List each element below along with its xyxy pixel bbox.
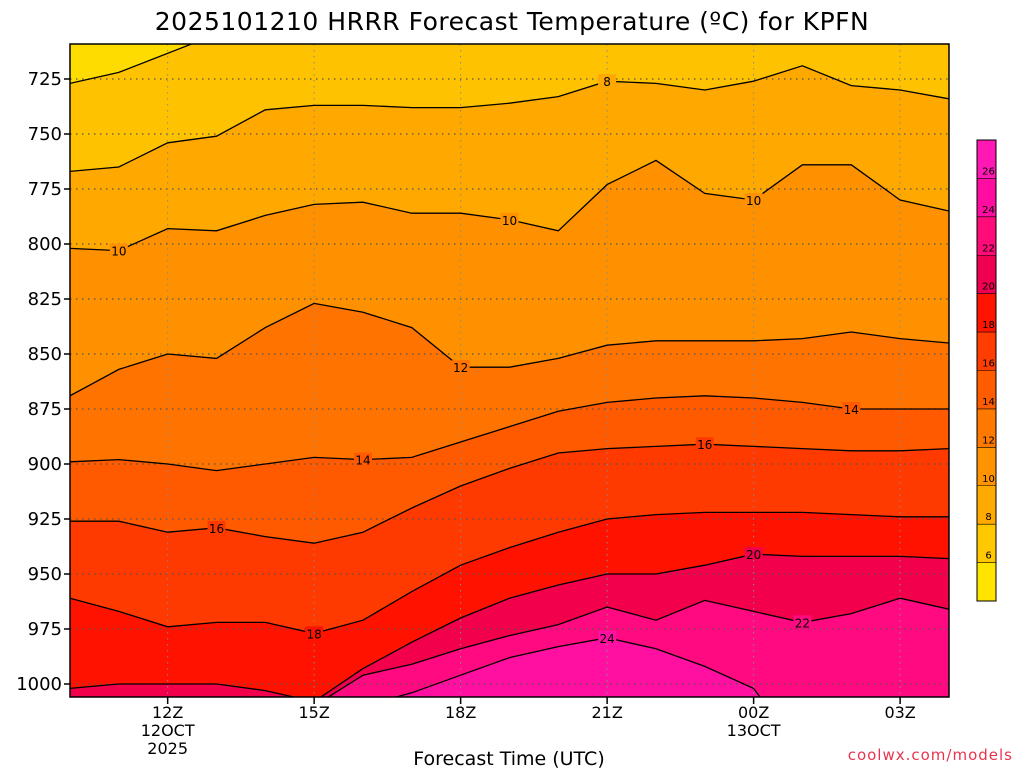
x-tick-label-2025: 2025: [147, 739, 188, 758]
contour-line-20: [70, 553, 949, 697]
colorbar-band-26: [977, 140, 996, 179]
contour-label-14: 14: [355, 454, 370, 468]
contour-line-26: [602, 696, 610, 697]
contour-lines: 8 10 10 10 12 14 14 16 16 18 20 22 24: [70, 44, 949, 697]
y-tick-label-775: 775: [28, 179, 62, 200]
contour-label-bg-12: [451, 360, 470, 374]
colorbar: 6 8 10 12 14 16 18 20 22 24 26: [976, 139, 997, 602]
x-tick-label-12OCT: 12OCT: [141, 721, 195, 740]
colorbar-band-10: [977, 447, 996, 486]
x-tick-label-03Z: 03Z: [884, 703, 915, 722]
y-tick-label-725: 725: [28, 69, 62, 90]
contour-label-16: 16: [209, 522, 224, 536]
colorbar-band-20: [977, 255, 996, 294]
contour-line-8: [70, 65, 949, 173]
colorbar-label-26: 26: [982, 166, 995, 177]
site-credit: coolwx.com/models: [848, 746, 1013, 764]
plot-area: [70, 44, 949, 697]
y-tick-label-750: 750: [28, 124, 62, 145]
contour-label-10: 10: [502, 214, 517, 228]
contour-label-16: 16: [697, 438, 712, 452]
axes: 725 750 775 800 825 850 875 900 925 950 975 1000 12Z…: [16, 69, 916, 758]
contour-label-bg-24: [598, 630, 617, 644]
colorbar-label-16: 16: [982, 359, 995, 370]
colorbar-label-14: 14: [982, 397, 995, 408]
colorbar-band-12: [977, 408, 996, 448]
colorbar-band-6: [977, 524, 996, 563]
colorbar-band-18: [977, 293, 996, 333]
y-tick-label-825: 825: [28, 289, 62, 310]
contour-label-bg-16: [207, 520, 226, 534]
x-tick-label-21Z: 21Z: [591, 703, 622, 722]
y-tick-label-850: 850: [28, 344, 62, 365]
y-tick-label-900: 900: [28, 454, 62, 475]
contour-label-bg-18: [305, 626, 324, 640]
y-tick-label-950: 950: [28, 564, 62, 585]
contour-label-bg-20: [744, 547, 763, 561]
contour-label-10: 10: [746, 194, 761, 208]
y-tick-label-975: 975: [28, 619, 62, 640]
contour-label-12: 12: [453, 361, 468, 375]
contour-label-22: 22: [795, 616, 810, 630]
x-tick-label-18Z: 18Z: [445, 703, 476, 722]
contour-label-8: 8: [603, 75, 611, 89]
contour-label-bg-14: [353, 452, 372, 466]
x-tick-label-13OCT: 13OCT: [727, 721, 781, 740]
contour-label-bg-16: [695, 437, 714, 451]
x-tick-label-12Z: 12Z: [152, 703, 183, 722]
colorbar-band-16: [977, 332, 996, 371]
grid: [70, 44, 949, 697]
colorbar-label-22: 22: [982, 243, 995, 254]
plot-frame: [69, 43, 950, 698]
contour-label-14: 14: [844, 403, 859, 417]
x-axis-label: Forecast Time (UTC): [413, 748, 604, 768]
contour-line-14: [70, 395, 949, 472]
contour-label-bg-8: [598, 74, 617, 88]
colorbar-band-14: [977, 370, 996, 409]
contour-line-24: [393, 637, 761, 697]
contour-line-12: [70, 302, 949, 397]
colorbar-label-18: 18: [982, 320, 995, 331]
contour-label-10: 10: [111, 245, 126, 259]
colorbar-label-10: 10: [982, 474, 995, 485]
x-tick-label-00Z: 00Z: [738, 703, 769, 722]
contour-label-bg-10: [109, 243, 128, 257]
colorbar-label-12: 12: [982, 435, 995, 446]
band-fill-24: [396, 637, 760, 697]
contour-line-18: [70, 511, 949, 635]
band-fill-6: [70, 44, 192, 84]
contour-label-bg-14: [842, 402, 861, 415]
y-tick-label-800: 800: [28, 234, 62, 255]
colorbar-band-22: [977, 216, 996, 256]
colorbar-label-6: 6: [985, 551, 991, 562]
x-tick-label-15Z: 15Z: [298, 703, 329, 722]
colorbar-label-24: 24: [982, 205, 995, 216]
contour-label-bg-22: [793, 615, 812, 629]
colorbar-band-24: [977, 178, 996, 217]
colorbar-label-20: 20: [982, 282, 995, 293]
contour-label-24: 24: [599, 632, 614, 646]
contour-label-bg-10: [500, 212, 519, 226]
colorbar-band-4: [977, 562, 996, 601]
contour-line-22: [327, 597, 949, 697]
colorbar-band-8: [977, 485, 996, 525]
contour-label-20: 20: [746, 548, 761, 562]
y-tick-label-1000: 1000: [16, 674, 62, 695]
contour-label-bg-10: [744, 193, 763, 206]
contour-label-18: 18: [307, 627, 322, 641]
y-tick-label-925: 925: [28, 509, 62, 530]
chart-title: 2025101210 HRRR Forecast Temperature (ºC…: [155, 7, 869, 36]
colorbar-label-8: 8: [985, 512, 991, 523]
y-tick-label-875: 875: [28, 399, 62, 420]
contour-line-6: [70, 44, 193, 85]
plot-border: [69, 43, 950, 698]
